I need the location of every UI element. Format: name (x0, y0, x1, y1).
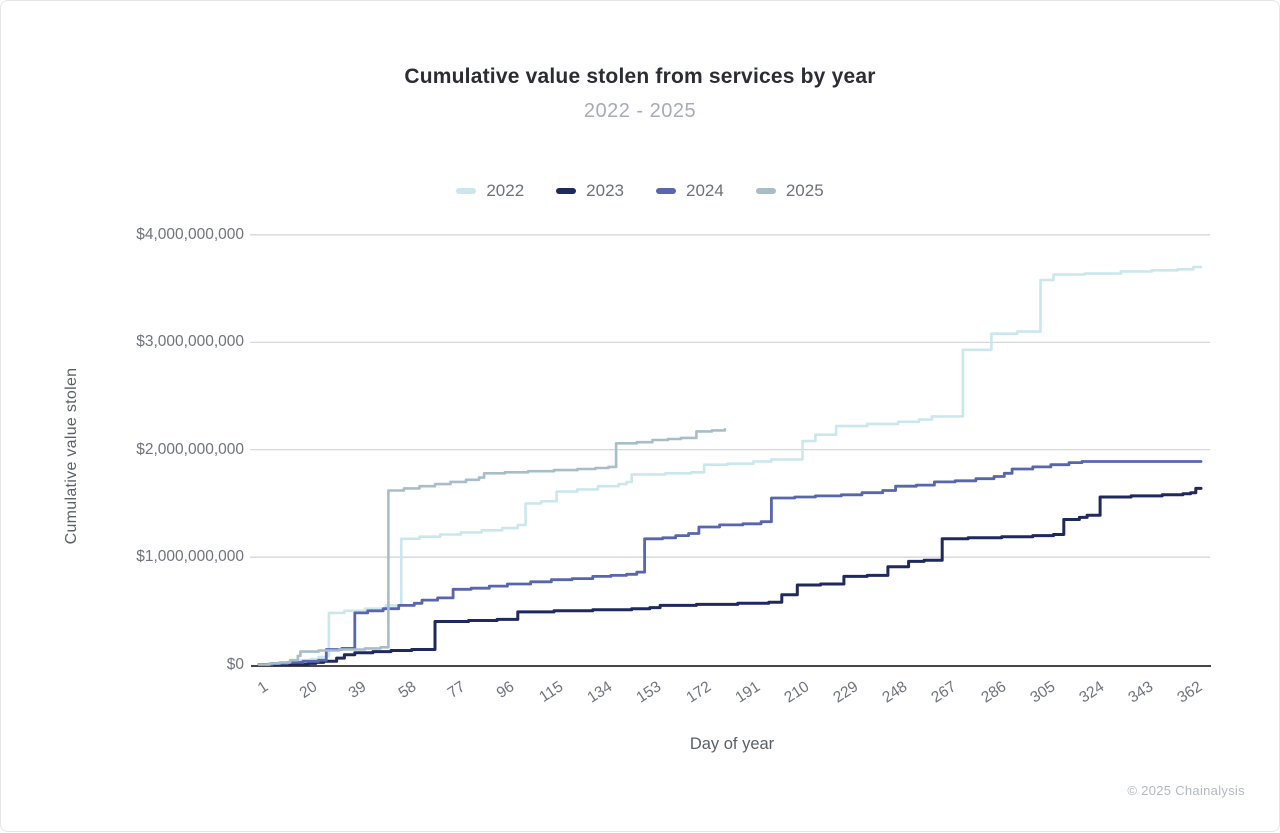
legend-label-2025: 2025 (785, 181, 824, 200)
series-line-2025 (257, 428, 727, 666)
legend: 2022 2023 2024 2025 (1, 181, 1279, 201)
y-tick-label: $0 (226, 655, 244, 673)
legend-swatch-icon-2024 (656, 188, 676, 194)
copyright: © 2025 Chainalysis (1127, 783, 1245, 798)
y-tick-label: $2,000,000,000 (136, 440, 244, 458)
legend-item-2024[interactable]: 2024 (656, 181, 724, 201)
series-line-2024 (257, 460, 1203, 666)
legend-swatch-icon-2023 (556, 188, 577, 194)
series-line-2022 (257, 265, 1203, 666)
series-line-2023 (257, 486, 1203, 666)
legend-label-2022: 2022 (486, 181, 525, 200)
chart-title: Cumulative value stolen from services by… (404, 65, 876, 88)
legend-item-2023[interactable]: 2023 (556, 181, 624, 201)
legend-item-2022[interactable]: 2022 (456, 181, 524, 201)
legend-label-2024: 2024 (686, 181, 724, 200)
x-axis-title: Day of year (689, 735, 775, 753)
y-axis-title: Cumulative value stolen (63, 367, 80, 545)
y-tick-label: $1,000,000,000 (136, 548, 244, 566)
legend-swatch-icon-2025 (755, 188, 776, 194)
legend-label-2023: 2023 (586, 181, 624, 200)
legend-item-2025[interactable]: 2025 (755, 181, 824, 201)
chart-subtitle: 2022 - 2025 (583, 100, 697, 122)
y-tick-label: $3,000,000,000 (136, 333, 244, 351)
legend-swatch-icon-2022 (456, 188, 477, 194)
y-tick-label: $4,000,000,000 (136, 225, 244, 243)
